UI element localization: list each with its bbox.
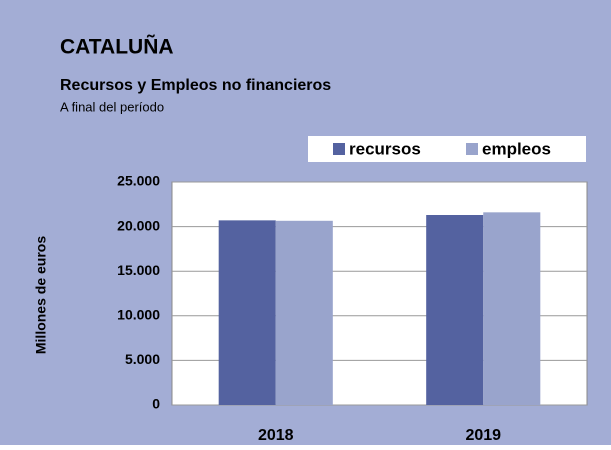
- x-tick-label: 2018: [258, 427, 294, 444]
- bar: [275, 220, 333, 405]
- bar: [218, 220, 276, 405]
- bar: [483, 212, 541, 405]
- bar: [426, 215, 484, 405]
- y-tick-label: 20.000: [117, 217, 160, 233]
- legend-label: empleos: [482, 139, 551, 158]
- legend-swatch: [333, 143, 345, 155]
- legend: [308, 136, 586, 162]
- y-tick-label: 10.000: [117, 307, 160, 323]
- chart-title: CATALUÑA: [60, 36, 174, 59]
- y-tick-label: 0: [152, 396, 160, 412]
- y-axis-label: Millones de euros: [33, 236, 49, 354]
- chart-subtitle: Recursos y Empleos no financieros: [60, 77, 331, 94]
- y-tick-label: 25.000: [117, 173, 160, 189]
- x-tick-label: 2019: [465, 427, 501, 444]
- y-tick-label: 5.000: [125, 351, 160, 367]
- chart-note: A final del período: [60, 99, 164, 114]
- legend-label: recursos: [349, 139, 421, 158]
- legend-swatch: [466, 143, 478, 155]
- y-tick-label: 15.000: [117, 262, 160, 278]
